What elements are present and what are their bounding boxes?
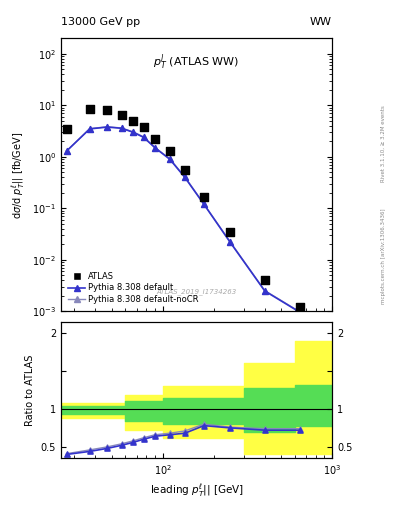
Point [104,444,110,453]
Point [152,143,158,152]
Point [130,438,136,446]
X-axis label: leading $p_T^{\ell}$|| [GeV]: leading $p_T^{\ell}$|| [GeV] [149,482,244,499]
Point [167,155,173,163]
Text: WW: WW [310,16,332,27]
Point [167,155,173,163]
Point [182,173,188,181]
Text: 13000 GeV pp: 13000 GeV pp [61,16,140,27]
ATLAS [297,303,303,311]
Point [104,123,110,131]
Point [201,200,207,208]
Point [130,129,136,137]
Point [63,147,70,155]
Point [118,441,125,450]
Point [86,446,93,454]
Point [140,133,147,141]
Point [227,238,233,246]
Text: Rivet 3.1.10, ≥ 3.2M events: Rivet 3.1.10, ≥ 3.2M events [381,105,386,182]
Point [227,238,233,246]
Point [118,440,125,448]
Point [140,435,147,443]
Legend: ATLAS, Pythia 8.308 default, Pythia 8.308 default-noCR: ATLAS, Pythia 8.308 default, Pythia 8.30… [65,269,202,307]
ATLAS [262,276,268,285]
Y-axis label: d$\sigma$/d $p_T^{\ell}$|| [fb/GeV]: d$\sigma$/d $p_T^{\ell}$|| [fb/GeV] [10,131,26,219]
ATLAS [201,193,207,201]
ATLAS [152,135,158,143]
Point [63,451,70,459]
ATLAS [167,147,173,155]
Point [140,434,147,442]
Point [262,426,268,434]
Point [297,309,303,317]
Point [86,447,93,456]
ATLAS [227,228,233,236]
Point [152,144,158,152]
Point [201,200,207,208]
Point [118,124,125,132]
Point [130,128,136,136]
Point [201,421,207,430]
ATLAS [182,166,188,175]
Point [104,123,110,131]
ATLAS [104,106,110,115]
Point [167,431,173,439]
ATLAS [140,123,147,131]
Point [140,133,147,141]
Point [167,429,173,437]
Point [86,124,93,133]
Point [297,426,303,434]
Point [182,429,188,437]
ATLAS [63,125,70,133]
Point [152,432,158,440]
Point [86,125,93,133]
Point [118,124,125,133]
Point [201,420,207,428]
Point [182,174,188,182]
Point [130,437,136,445]
Point [63,450,70,458]
Point [262,287,268,295]
Point [227,424,233,432]
Y-axis label: Ratio to ATLAS: Ratio to ATLAS [25,354,35,425]
Point [182,427,188,435]
Point [227,423,233,431]
ATLAS [118,111,125,119]
Point [262,286,268,294]
Text: mcplots.cern.ch [arXiv:1306.3436]: mcplots.cern.ch [arXiv:1306.3436] [381,208,386,304]
Point [297,424,303,433]
Text: $p_T^l$ (ATLAS WW): $p_T^l$ (ATLAS WW) [153,52,240,72]
Point [152,431,158,439]
Point [104,443,110,451]
Point [262,424,268,433]
Text: ATLAS_2019_I1734263: ATLAS_2019_I1734263 [156,288,237,295]
ATLAS [130,117,136,125]
Point [297,308,303,316]
ATLAS [86,105,93,113]
Point [63,147,70,155]
